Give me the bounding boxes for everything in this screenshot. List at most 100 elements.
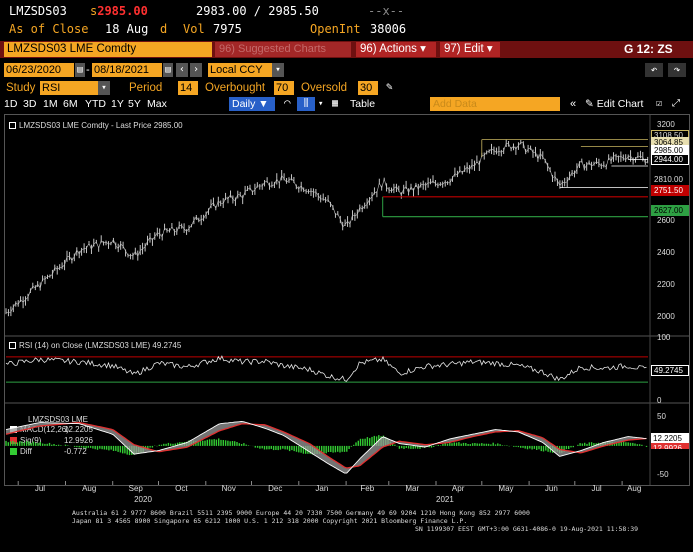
macd-legend: LMZSDS03 LME MACD(12,26) 12.2205 Sig(9) 12.…	[8, 414, 100, 461]
x-axis-month-label: Oct	[175, 484, 188, 493]
range-button-ytd[interactable]: YTD	[85, 98, 106, 110]
study-select[interactable]: RSI	[40, 81, 98, 95]
undo-icon[interactable]: ↶	[645, 63, 663, 77]
settings-icon[interactable]: ☑	[656, 98, 663, 109]
x-axis-month-label: Jul	[34, 484, 46, 493]
calendar-icon[interactable]: ▤	[163, 63, 173, 77]
end-date-field[interactable]: 08/18/2021	[92, 63, 162, 77]
chevron-left-icon[interactable]: ‹	[176, 63, 188, 77]
edit-label: Edit	[463, 43, 484, 55]
range-button-1d[interactable]: 1D	[4, 98, 18, 110]
price-level-tag: 2944.00	[651, 154, 689, 165]
chart-area	[4, 114, 690, 486]
footer-contacts-line1: Australia 61 2 9777 8600 Brazil 5511 239…	[72, 509, 530, 517]
chevron-down-icon: ▾	[486, 43, 493, 55]
actions-menu[interactable]: 96) Actions ▾	[356, 42, 436, 57]
overbought-field[interactable]: 70	[274, 81, 294, 95]
range-button-5y[interactable]: 5Y	[128, 98, 141, 110]
edit-menu[interactable]: 97) Edit ▾	[440, 42, 500, 57]
oversold-field[interactable]: 30	[358, 81, 378, 95]
range-button-1y[interactable]: 1Y	[111, 98, 124, 110]
x-axis-month-label: Feb	[360, 484, 375, 493]
x-axis-month-label: Jun	[544, 484, 558, 493]
footer-contacts-line2: Japan 81 3 4565 8900 Singapore 65 6212 1…	[72, 517, 468, 525]
vol-label: Vol	[183, 22, 205, 36]
expand-icon[interactable]: ⤢	[672, 98, 680, 109]
suggested-charts-button[interactable]: 96) Suggested Charts	[215, 42, 351, 57]
chevron-down-icon[interactable]: ▾	[272, 63, 284, 77]
period-label: Period	[129, 82, 163, 94]
price-legend: LMZSDS03 LME Comdty - Last Price 2985.00	[9, 121, 183, 130]
frequency-label: Daily	[232, 98, 256, 110]
price-level-tag: 2810.00	[651, 174, 689, 185]
rsi-value-tag: 49.2745	[651, 364, 689, 376]
start-date-field[interactable]: 06/23/2020	[4, 63, 74, 77]
security-field[interactable]: LMZSDS03 LME Comdty	[4, 42, 212, 57]
x-axis-year-label: 2020	[134, 495, 152, 504]
table-button[interactable]: Table	[350, 98, 376, 110]
price-level-tag: 2751.50	[651, 185, 689, 196]
frequency-select[interactable]: Daily ▼	[229, 97, 275, 111]
x-axis-month-label: Sep	[128, 484, 143, 493]
ticker: LMZSDS03	[9, 4, 67, 18]
macd-legend-title: LMZSDS03 LME	[28, 415, 89, 424]
price-axis-tick: 2000	[657, 312, 675, 321]
range-button-max[interactable]: Max	[147, 98, 167, 110]
add-data-field[interactable]: Add Data	[430, 97, 560, 111]
price-axis-tick: 2400	[657, 248, 675, 257]
table-icon[interactable]: ▦	[332, 98, 339, 109]
range-button-6m[interactable]: 6M	[63, 98, 78, 110]
price-line	[5, 141, 648, 313]
range-button-3d[interactable]: 3D	[23, 98, 37, 110]
price-value: 2985.00	[97, 4, 148, 18]
overbought-label: Overbought	[205, 82, 266, 94]
chevron-right-icon[interactable]: ›	[190, 63, 202, 77]
rsi-axis-tick: 0	[657, 396, 662, 405]
macd-line	[5, 420, 647, 474]
x-axis-month-label: Aug	[82, 484, 97, 493]
actions-label: Actions	[379, 43, 417, 55]
price-axis-tick: 3200	[657, 120, 675, 129]
rsi-axis-tick: 100	[657, 333, 671, 342]
x-axis-month-label: Jul	[591, 484, 602, 493]
macd-signal-line	[5, 421, 647, 469]
pencil-icon[interactable]: ✎	[386, 80, 393, 93]
macd-legend-name: Sig(9)	[20, 436, 42, 445]
edit-chart-button[interactable]: ✎ Edit Chart	[585, 97, 643, 111]
chevron-down-icon: ▼	[258, 98, 269, 110]
as-of-date: 18 Aug	[105, 22, 149, 36]
currency-select[interactable]: Local CCY	[208, 63, 272, 77]
range-button-1m[interactable]: 1M	[43, 98, 58, 110]
period-field[interactable]: 14	[178, 81, 198, 95]
price-prefix: s	[90, 4, 98, 18]
bid-ask-size: --x--	[368, 4, 405, 18]
x-axis-month-label: Nov	[221, 484, 236, 493]
price-axis-tick: 2200	[657, 280, 675, 289]
macd-axis-tick: -50	[657, 470, 669, 480]
pencil-icon: ✎	[585, 98, 594, 110]
macd-signal-gap	[6, 421, 647, 474]
chevron-down-icon[interactable]: ▾	[98, 81, 110, 95]
line-chart-icon[interactable]: ⌒	[284, 96, 291, 109]
as-of-flag: d	[160, 22, 168, 36]
footer-session-line: SN 1199307 EEST GMT+3:00 G631-4086-0 19-…	[415, 525, 639, 533]
calendar-icon[interactable]: ▤	[75, 63, 85, 77]
suggested-charts-num: 96	[219, 43, 232, 55]
rsi-legend-text: RSI (14) on Close (LMZSDS03 LME) 49.2745	[19, 341, 182, 350]
bid-ask: 2983.00 / 2985.50	[196, 4, 319, 18]
study-label: Study	[6, 82, 36, 94]
redo-icon[interactable]: ↷	[668, 63, 686, 77]
candle-chart-icon[interactable]: ⫼	[297, 97, 315, 111]
x-axis-month-label: May	[498, 484, 514, 493]
collapse-icon[interactable]: «	[570, 98, 577, 110]
last-price: s2985.00	[90, 4, 148, 18]
x-axis-month-label: Jan	[315, 484, 329, 493]
rsi-line	[5, 355, 647, 382]
price-level-tag: 2627.00	[651, 205, 689, 216]
chevron-down-icon[interactable]: ▾	[318, 99, 324, 109]
legend-swatch-icon	[10, 448, 17, 455]
edit-chart-label: Edit Chart	[596, 98, 644, 110]
openint-label: OpenInt	[310, 22, 361, 36]
